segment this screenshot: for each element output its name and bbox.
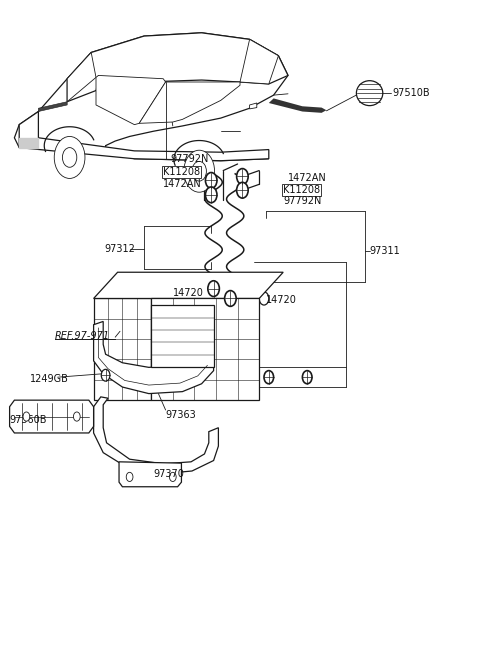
Polygon shape xyxy=(10,400,94,433)
Text: 1249GB: 1249GB xyxy=(30,374,69,384)
Text: 97792N: 97792N xyxy=(283,196,322,207)
Circle shape xyxy=(192,161,206,181)
Text: REF.97-971: REF.97-971 xyxy=(55,331,110,341)
Circle shape xyxy=(264,371,274,384)
Polygon shape xyxy=(94,397,218,474)
Polygon shape xyxy=(96,75,166,125)
Text: 97312: 97312 xyxy=(105,244,135,255)
Polygon shape xyxy=(67,33,288,102)
Polygon shape xyxy=(38,102,67,112)
Text: 97311: 97311 xyxy=(370,245,400,256)
Circle shape xyxy=(237,169,248,184)
Text: 97370: 97370 xyxy=(154,468,184,479)
Polygon shape xyxy=(240,39,278,84)
Circle shape xyxy=(184,150,215,192)
Polygon shape xyxy=(250,103,257,109)
Polygon shape xyxy=(151,305,214,367)
Circle shape xyxy=(126,472,133,482)
Polygon shape xyxy=(19,138,38,148)
Text: 1472AN: 1472AN xyxy=(163,178,202,189)
Circle shape xyxy=(205,187,217,203)
Polygon shape xyxy=(269,98,326,113)
Circle shape xyxy=(237,182,248,198)
Circle shape xyxy=(73,412,80,421)
Circle shape xyxy=(209,287,218,300)
Circle shape xyxy=(62,148,77,167)
Text: 97363: 97363 xyxy=(166,409,196,420)
Polygon shape xyxy=(139,82,240,123)
Circle shape xyxy=(54,136,85,178)
Polygon shape xyxy=(151,298,259,400)
Circle shape xyxy=(101,369,110,381)
Text: 97510B: 97510B xyxy=(393,88,430,98)
Circle shape xyxy=(208,281,219,297)
Text: 1472AN: 1472AN xyxy=(288,173,327,184)
Polygon shape xyxy=(94,272,283,298)
Circle shape xyxy=(302,371,312,384)
Text: 97360B: 97360B xyxy=(10,415,47,425)
Circle shape xyxy=(169,472,176,482)
Polygon shape xyxy=(94,321,214,394)
Text: K11208: K11208 xyxy=(283,185,320,195)
Text: 97792N: 97792N xyxy=(170,154,209,165)
Polygon shape xyxy=(19,112,269,161)
Circle shape xyxy=(205,173,217,188)
Text: 14720: 14720 xyxy=(173,287,204,298)
Text: K11208: K11208 xyxy=(163,167,200,177)
Circle shape xyxy=(225,291,236,306)
Text: 14720: 14720 xyxy=(266,295,297,305)
Polygon shape xyxy=(14,33,288,161)
Polygon shape xyxy=(119,462,181,487)
Circle shape xyxy=(23,412,30,421)
Ellipse shape xyxy=(356,81,383,106)
Polygon shape xyxy=(67,52,96,102)
Polygon shape xyxy=(94,298,151,400)
Circle shape xyxy=(259,292,269,305)
